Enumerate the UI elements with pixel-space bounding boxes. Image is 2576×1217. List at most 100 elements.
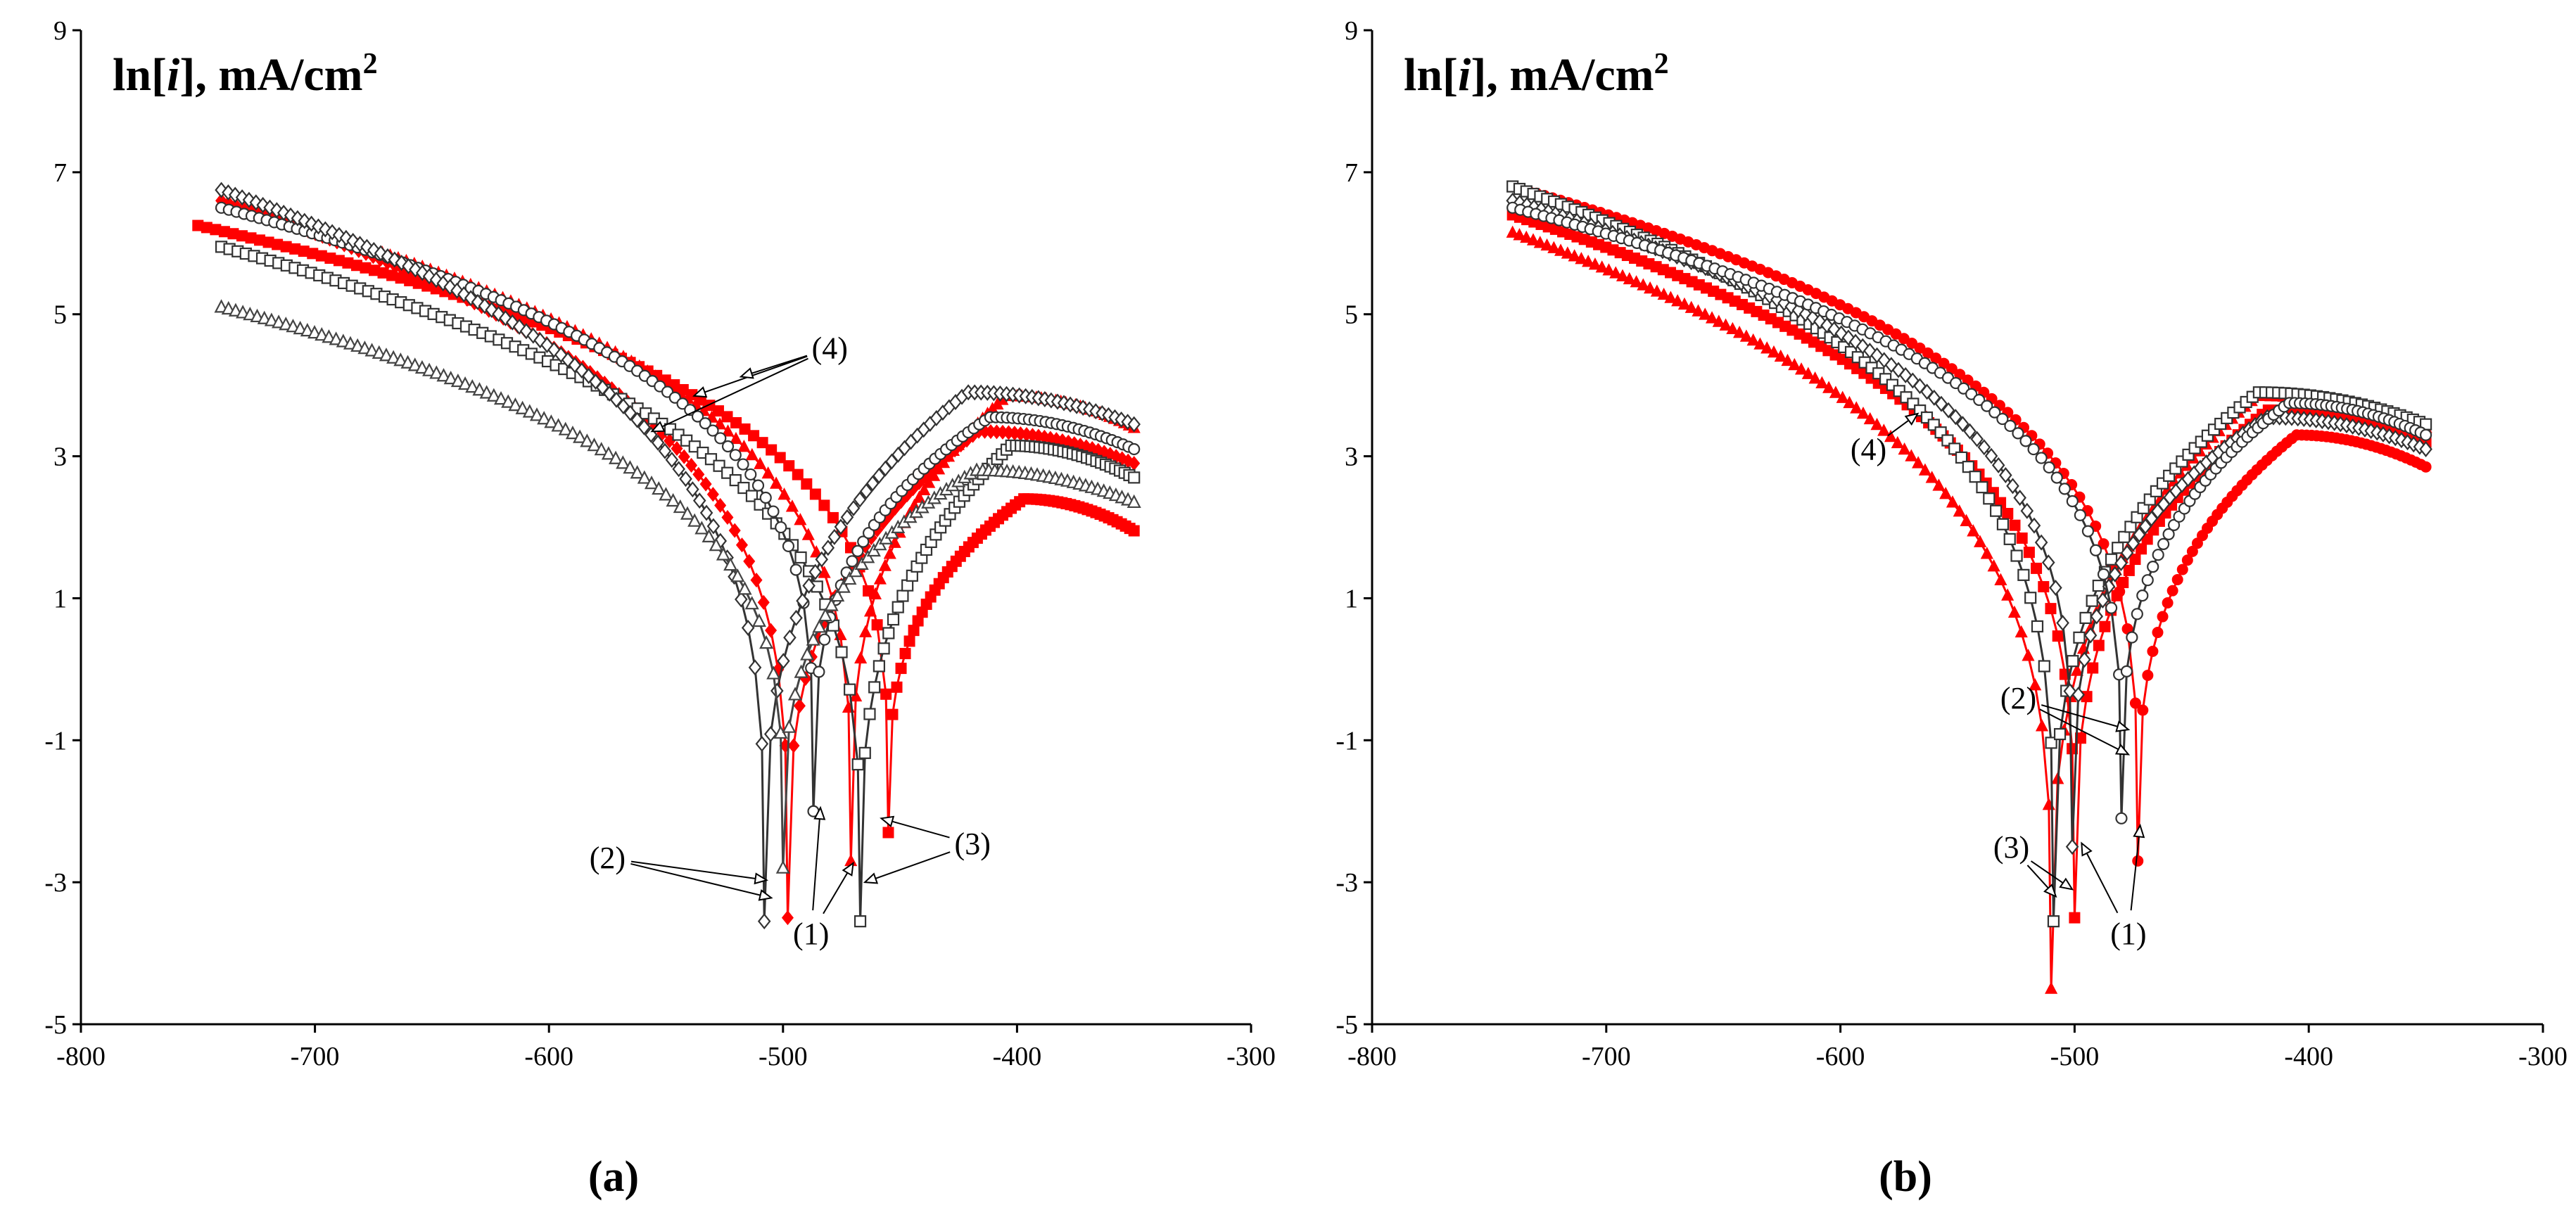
series-point [1850,401,1863,414]
annotation-label: (2) [2000,681,2036,715]
series-point [2031,620,2044,633]
annotation-label: (3) [1993,830,2029,865]
series-point [2041,554,2055,571]
series-point [1967,524,1980,537]
series-point [272,314,286,329]
annotation: (2) [2000,681,2131,756]
series-point [601,446,616,460]
annotation: (4) [650,331,848,433]
series-point [692,466,705,482]
y-axis-label-superscript: 2 [363,48,378,80]
series-point [343,336,358,350]
series-point [2099,620,2111,632]
annotation-label: (2) [590,841,626,875]
series-point [1746,333,1760,346]
x-tick-label: -300 [2518,1042,2568,1071]
series-point [1595,260,1609,273]
series-point [2131,608,2143,620]
series-point [721,509,734,525]
x-tick-label: -300 [1226,1042,1276,1071]
series-point [863,527,875,540]
series-point [1863,412,1877,425]
annotation-arrowhead [2059,877,2074,891]
series-point [393,352,408,367]
series-point [2138,518,2152,535]
series-point [751,479,765,492]
series-point [818,633,831,646]
series-point [2004,419,2017,433]
series-point [2002,508,2014,520]
series-point [849,689,863,702]
series-point [2024,592,2037,604]
series-point [279,317,293,331]
series-point [2092,580,2105,592]
series-point [2009,519,2021,531]
series-point [228,302,243,317]
series-point [1981,400,1993,412]
series-point [2132,855,2144,867]
series-point [2136,590,2149,602]
y-tick-label: -5 [1335,1010,1358,1040]
series-point [2097,568,2110,580]
series-point [1712,314,1725,327]
series-point [551,418,566,432]
series-point [880,688,892,700]
series-point [414,359,429,374]
series-point [2035,452,2048,464]
series-point [2181,554,2193,566]
series-point [300,322,315,337]
series-point [2126,535,2140,552]
series-point [1671,294,1684,307]
series-point [580,433,595,447]
series-point [744,468,757,481]
series-point [794,513,807,525]
series-point [2166,585,2178,597]
series-point [2029,677,2042,691]
series-point [729,431,743,445]
series-point [2115,812,2128,824]
series-5 [1506,192,2432,855]
series-point [658,442,672,459]
annotation-arrowhead [692,386,708,398]
series-point [863,604,877,617]
series-point [1637,278,1650,291]
y-tick-label: 1 [53,584,67,613]
series-point [2038,660,2050,673]
series-point [801,478,813,490]
series-point [766,444,778,456]
y-tick-label: 7 [53,158,67,188]
series-point [2023,547,2035,559]
series-1 [192,219,1140,839]
y-tick-label: 3 [1345,442,1358,472]
series-point [436,368,451,382]
series-point [767,505,780,518]
series-point [801,528,815,540]
series-6 [215,181,1141,930]
annotation: (3) [863,815,991,884]
annotation-arrowhead [754,872,768,885]
annotation-arrowhead [2081,841,2093,857]
series-point [673,499,687,514]
series-point [706,487,719,502]
series-point [824,597,839,611]
series-point [818,607,833,622]
series-point [1939,486,1953,499]
y-tick-label: 5 [1345,300,1358,330]
annotation-arrowhead [650,421,666,433]
series-point [2129,554,2141,566]
series-point [676,397,689,410]
series-point [2045,603,2057,615]
series-point [1822,381,1836,393]
series-point [1788,357,1801,371]
series-point [735,537,748,553]
series-point [2017,568,2030,581]
series-point [1996,518,2010,530]
series-point [1984,447,1998,464]
series-point [357,340,372,355]
series-point [2176,563,2188,575]
series-point [794,551,807,564]
series-point [2056,615,2069,632]
series-point [2152,549,2164,561]
series-point [699,504,713,521]
series-point [665,452,679,469]
